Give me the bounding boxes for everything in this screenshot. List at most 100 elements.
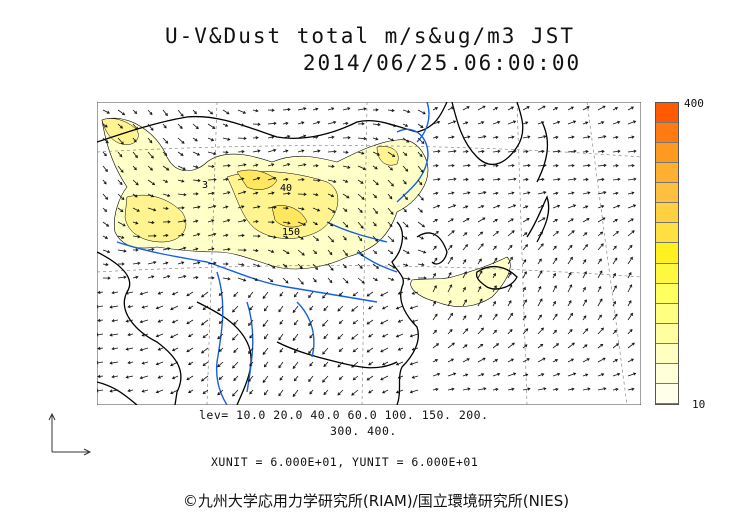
wind-vector-head [225,205,229,209]
wind-vector-head [257,205,261,209]
wind-vector-head [273,121,277,126]
wind-vector-head [180,113,184,117]
wind-vector-head [375,108,379,112]
wind-vector-head [188,390,192,394]
wind-vector [267,263,276,269]
wind-vector [357,151,364,154]
wind-vector-head [423,250,427,254]
wind-vector [237,191,246,195]
wind-vector [192,109,197,114]
wind-vector-head [331,164,335,168]
wind-vector [582,328,588,335]
wind-vector-head [218,376,222,380]
wind-vector-head [598,314,602,318]
wind-vector [582,315,587,321]
wind-vector [128,389,134,392]
wind-vector [327,277,333,283]
wind-vector-head [368,334,372,338]
wind-vector [447,329,453,335]
wind-vector-head [149,140,153,144]
wind-vector [462,136,470,139]
wind-vector [222,206,228,209]
wind-vector-head [368,306,372,310]
wind-vector-head [255,109,259,113]
wind-vector [233,347,239,353]
wind-vector [382,333,389,338]
wind-vector [342,122,348,125]
wind-vector-head [617,177,621,181]
wind-vector [522,299,527,307]
wind-vector [432,313,438,321]
wind-vector-head [151,275,155,279]
wind-vector-head [465,150,469,154]
wind-vector-head [630,312,633,316]
wind-vector-head [615,164,619,168]
wind-vector [582,178,589,181]
wind-vector [417,109,426,115]
wind-vector-head [183,193,187,197]
wind-vector-head [301,252,305,256]
wind-vector [552,150,560,153]
wind-vector [192,233,200,237]
wind-vector-head [508,300,512,304]
wind-vector [387,179,394,187]
wind-vector [387,109,395,112]
wind-vector-head [481,205,485,209]
wind-vector-head [197,261,201,265]
wind-vector-head [135,248,139,252]
wind-vector [147,261,156,265]
wind-vector [297,179,305,181]
wind-vector [492,205,500,209]
wind-vector-head [540,343,544,347]
wind-vector [447,136,454,139]
wind-vector [177,220,186,223]
wind-vector [462,205,468,209]
wind-vector [447,218,454,223]
wind-vector [432,330,437,335]
wind-vector [309,361,314,367]
wind-vector-head [149,112,153,116]
wind-vector-head [254,278,259,281]
wind-vector-head [180,152,184,156]
wind-vector-head [583,271,587,275]
wind-vector-head [323,391,327,396]
wind-vector [312,235,319,241]
wind-vector-head [451,191,455,195]
wind-vector-head [612,272,616,277]
wind-vector-head [255,136,259,140]
wind-vector-head [195,126,199,130]
wind-vector-head [629,244,633,248]
wind-vector [402,123,408,127]
wind-vector [627,373,636,377]
wind-vector-head [554,313,558,317]
wind-vector-head [195,247,199,251]
wind-vector [462,192,470,195]
wind-vector [567,230,575,237]
wind-vector-head [525,121,529,125]
wind-vector [366,347,374,353]
wind-vector [292,305,299,313]
wind-vector-head [633,120,637,124]
wind-vector [147,165,153,171]
wind-vector [98,375,104,378]
wind-vector [309,305,314,311]
wind-vector [342,107,350,111]
wind-vector [308,291,314,298]
wind-vector-head [555,164,559,168]
wind-vector [612,313,618,321]
wind-vector-head [241,123,245,127]
wind-vector [368,389,374,394]
wind-vector-head [210,111,214,115]
wind-vector [597,243,604,251]
wind-vector-head [188,334,192,338]
wind-vector-head [323,363,327,368]
wind-vector [447,192,454,195]
wind-vector [582,192,590,195]
wind-vector-head [366,349,370,353]
wind-vector [567,204,576,209]
wind-vector [627,165,635,167]
wind-vector [207,205,216,209]
wind-vector-head [571,163,575,168]
wind-vector-head [615,343,620,347]
wind-vector [177,179,184,182]
